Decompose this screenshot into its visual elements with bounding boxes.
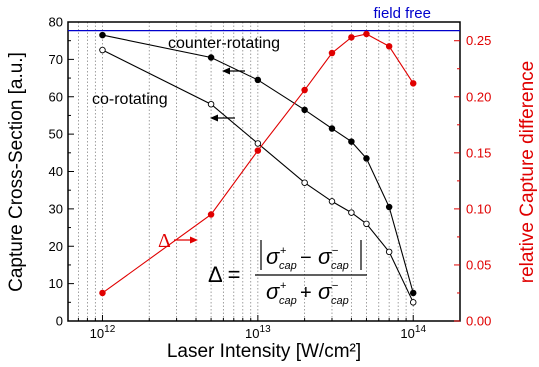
data-point-counter-rotating <box>385 203 393 211</box>
formula-den-plus: + <box>300 282 312 304</box>
formula-num-cap-1: cap <box>279 260 297 272</box>
y-tick-label-left: 70 <box>49 52 63 67</box>
data-point-delta <box>301 86 308 94</box>
y-tick-label-left: 80 <box>49 15 63 30</box>
y-axis-title-left: Capture Cross-Section [a.u.] <box>6 52 27 292</box>
data-point-counter-rotating <box>348 138 355 145</box>
y-axis-title-right: relative Capture difference <box>517 61 538 284</box>
data-point-counter-rotating <box>254 76 262 84</box>
data-point-delta <box>409 80 417 87</box>
formula-num-minus: − <box>300 247 312 269</box>
formula-num-minus-sup: − <box>332 245 338 257</box>
delta-label: Δ <box>158 230 171 252</box>
data-point-co-rotating <box>328 198 336 205</box>
y-tick-label-left: 10 <box>49 276 63 291</box>
series-layer <box>99 30 417 306</box>
y-tick-label-right: 0.10 <box>466 201 491 216</box>
data-point-delta <box>207 211 215 218</box>
data-point-delta <box>328 49 336 57</box>
data-point-counter-rotating <box>99 31 106 39</box>
formula-den-plus-sup: + <box>280 280 286 292</box>
x-tick-label: 1012 <box>90 324 116 341</box>
data-point-co-rotating <box>99 46 106 54</box>
x-axis-title: Laser Intensity [W/cm²] <box>167 341 361 362</box>
y-tick-label-left: 20 <box>49 239 63 254</box>
counter-arrow-icon <box>222 67 245 75</box>
formula-den-cap-1: cap <box>279 295 297 307</box>
y-tick-label-right: 0.25 <box>466 33 491 48</box>
formula-den-cap-2: cap <box>331 295 349 307</box>
y-tick-label-left: 60 <box>49 89 63 104</box>
data-point-delta <box>385 43 393 50</box>
formula-den-minus-sup: − <box>332 280 338 292</box>
data-point-delta <box>99 289 106 297</box>
co-arrow-icon <box>210 114 235 122</box>
counter-rotating-label: counter-rotating <box>168 35 280 52</box>
data-point-co-rotating <box>254 140 262 147</box>
data-point-co-rotating <box>385 248 393 256</box>
y-tick-label-right: 0.15 <box>466 145 491 160</box>
y-tick-label-right: 0.05 <box>466 257 491 272</box>
y-tick-label-right: 0.00 <box>466 314 491 329</box>
data-point-counter-rotating <box>328 125 336 132</box>
data-point-co-rotating <box>363 220 370 228</box>
y-tick-label-left: 40 <box>49 164 63 179</box>
data-point-co-rotating <box>207 100 215 108</box>
x-tick-label: 1014 <box>400 324 426 341</box>
data-point-counter-rotating <box>301 106 308 114</box>
y-tick-label-left: 30 <box>49 201 63 216</box>
field-free-label: field free <box>373 5 431 22</box>
x-tick-label: 1013 <box>245 324 271 341</box>
formula-lhs: Δ = <box>208 262 240 287</box>
data-point-delta <box>363 30 370 38</box>
formula-num-plus: + <box>280 245 286 257</box>
tick-layer: 1012 1013 1014 0 10 20 30 40 50 60 70 80 0.00 0.05 0.1… <box>49 15 492 342</box>
y-tick-label-left: 0 <box>56 314 63 329</box>
data-point-co-rotating <box>301 179 308 186</box>
delta-formula: Δ = σ + cap − σ − cap σ + cap + σ − cap <box>208 240 367 307</box>
formula-den-sigma-2: σ <box>318 279 332 304</box>
y-tick-label-left: 50 <box>49 127 63 142</box>
data-point-delta <box>348 34 355 41</box>
formula-den-sigma-1: σ <box>266 279 280 304</box>
formula-num-cap-2: cap <box>331 260 349 272</box>
data-point-co-rotating <box>409 299 417 306</box>
data-point-delta <box>254 147 262 154</box>
formula-num-sigma-2: σ <box>318 244 332 269</box>
formula-num-sigma-1: σ <box>266 244 280 269</box>
co-rotating-label: co-rotating <box>92 91 168 108</box>
data-point-co-rotating <box>348 209 355 216</box>
y-tick-label-right: 0.20 <box>466 89 491 104</box>
delta-arrow-icon <box>174 236 198 244</box>
data-point-counter-rotating <box>363 155 370 162</box>
data-point-counter-rotating <box>409 289 417 297</box>
data-point-counter-rotating <box>207 54 215 61</box>
